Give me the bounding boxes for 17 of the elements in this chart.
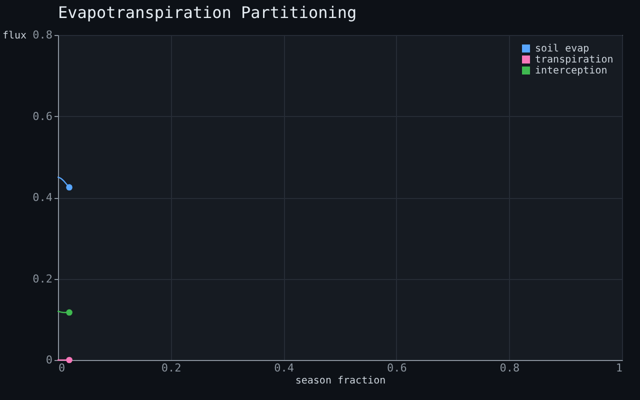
y-axis-title: flux xyxy=(2,30,27,42)
legend-label: soil evap xyxy=(535,44,590,54)
y-tick-label: 0 xyxy=(46,354,52,366)
y-tick-label: 0.2 xyxy=(32,272,52,286)
y-tick-label: 0.8 xyxy=(32,28,52,42)
x-tick-label: 1 xyxy=(616,362,622,374)
legend-label: transpiration xyxy=(535,54,614,66)
x-tick-label: 0.8 xyxy=(500,362,520,374)
y-tick-label: 0.4 xyxy=(32,191,53,204)
chart-title: Evapotranspiration Partitioning xyxy=(58,3,357,22)
y-tick-label: 0.6 xyxy=(32,110,52,123)
legend-label: interception xyxy=(535,66,608,76)
x-axis-title: season fraction xyxy=(295,376,386,386)
x-tick-label: 0.4 xyxy=(274,362,294,374)
x-tick-label: 0.2 xyxy=(161,362,182,374)
x-tick-label: 0.6 xyxy=(386,362,407,374)
x-tick-label: 0 xyxy=(58,362,66,374)
